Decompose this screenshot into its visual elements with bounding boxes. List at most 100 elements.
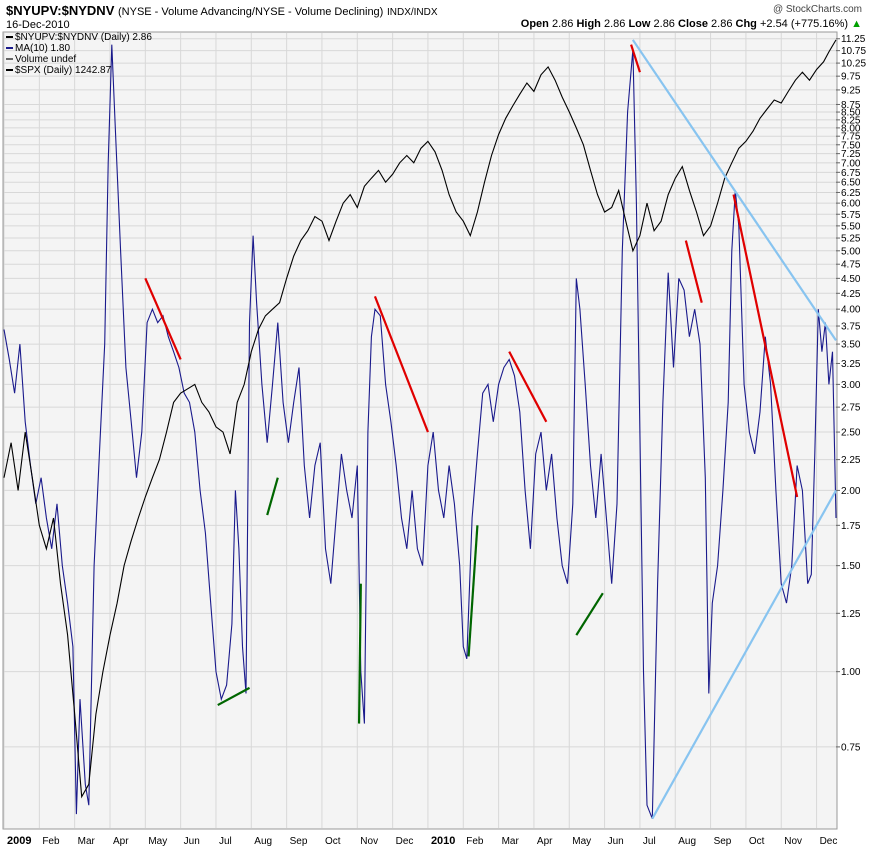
legend-swatch [6, 47, 13, 50]
y-tick-label: 6.25 [841, 188, 861, 199]
y-tick-label: 4.25 [841, 289, 861, 300]
x-tick-label: Feb [466, 836, 484, 847]
y-tick-label: 10.25 [841, 59, 866, 70]
x-tick-label: Dec [396, 836, 414, 847]
legend-item: Volume undef [6, 54, 152, 65]
x-tick-label: Feb [42, 836, 60, 847]
y-tick-label: 7.25 [841, 149, 861, 160]
chart-title: $NYUPV:$NYDNV (NYSE - Volume Advancing/N… [6, 3, 438, 18]
y-tick-label: 2.00 [841, 486, 861, 497]
exchange: INDX/INDX [386, 7, 438, 18]
y-tick-label: 8.00 [841, 123, 861, 134]
legend-label: $SPX (Daily) 1242.87 [15, 65, 112, 76]
x-tick-label: Sep [290, 836, 308, 847]
y-tick-label: 4.50 [841, 274, 861, 285]
trendline [467, 525, 479, 657]
x-tick-label: Apr [537, 836, 553, 847]
x-tick-label: Jun [184, 836, 200, 847]
low-value: 2.86 [653, 18, 675, 30]
x-tick-label: Jul [219, 836, 232, 847]
x-tick-label: Sep [714, 836, 732, 847]
grid [3, 33, 836, 828]
x-tick-label: Oct [749, 836, 765, 847]
y-tick-label: 3.50 [841, 340, 861, 351]
x-tick-label: May [572, 836, 591, 847]
legend: $NYUPV:$NYDNV (Daily) 2.86 MA(10) 1.80 Vol… [6, 32, 152, 76]
y-tick-label: 11.25 [841, 34, 866, 45]
x-tick-label: Nov [360, 836, 378, 847]
x-tick-label: Jun [608, 836, 624, 847]
x-tick-label: Apr [113, 836, 129, 847]
series-line-spx [3, 39, 837, 799]
legend-swatch [6, 69, 13, 72]
y-tick-label: 5.50 [841, 221, 861, 232]
x-tick-label: Mar [78, 836, 96, 847]
y-tick-label: 1.50 [841, 561, 861, 572]
y-tick-label: 2.25 [841, 455, 861, 466]
x-tick-label: Oct [325, 836, 341, 847]
trendline [684, 240, 703, 303]
x-tick-label: 2010 [431, 835, 455, 847]
change-value: +2.54 (+775.16%) [759, 18, 849, 30]
watermark: @ StockCharts.com [772, 4, 862, 15]
series-line-ma10 [3, 44, 837, 819]
y-tick-label: 1.00 [841, 667, 861, 678]
y-tick-label: 5.00 [841, 246, 861, 257]
y-tick-label: 4.75 [841, 260, 861, 271]
legend-item: $SPX (Daily) 1242.87 [6, 65, 152, 76]
x-tick-label: 2009 [7, 835, 31, 847]
y-tick-label: 2.50 [841, 428, 861, 439]
x-axis: 2009 Feb Mar Apr May Jun Jul Aug Sep Oct Nov Dec 201… [7, 835, 837, 847]
trendline [630, 44, 641, 73]
high-value: 2.86 [603, 18, 626, 30]
trendline [266, 477, 279, 516]
y-tick-label: 7.75 [841, 132, 861, 143]
y-tick-label: 8.25 [841, 115, 861, 126]
legend-label: $NYUPV:$NYDNV (Daily) 2.86 [15, 32, 152, 43]
trendline [373, 295, 429, 433]
x-tick-label: May [148, 836, 167, 847]
trendline [575, 592, 604, 636]
trendline [357, 583, 362, 724]
y-tick-label: 0.75 [841, 742, 861, 753]
y-tick-label: 2.75 [841, 403, 861, 414]
trendline [144, 277, 182, 360]
x-tick-label: Aug [678, 836, 696, 847]
x-tick-label: Jul [643, 836, 656, 847]
y-tick-label: 9.75 [841, 72, 861, 83]
y-tick-label: 3.25 [841, 359, 861, 370]
trendline [631, 39, 837, 341]
y-tick-label: 5.25 [841, 234, 861, 245]
trendline-group [144, 39, 837, 820]
open-value: 2.86 [551, 18, 574, 30]
y-tick-label: 5.75 [841, 210, 861, 221]
y-tick-label: 7.00 [841, 158, 861, 169]
legend-item: $NYUPV:$NYDNV (Daily) 2.86 [6, 32, 152, 43]
y-tick-label: 1.75 [841, 521, 861, 532]
legend-item: MA(10) 1.80 [6, 43, 152, 54]
close-value: 2.86 [711, 18, 733, 30]
up-arrow-icon: ▲ [851, 18, 862, 30]
y-tick-label: 10.75 [841, 46, 866, 57]
y-tick-label: 6.50 [841, 178, 861, 189]
y-tick-label: 9.25 [841, 85, 861, 96]
x-tick-label: Dec [820, 836, 838, 847]
series-group [3, 39, 837, 819]
y-tick-label: 8.50 [841, 108, 861, 119]
y-tick-label: 6.00 [841, 199, 861, 210]
y-tick-label: 4.00 [841, 305, 861, 316]
y-tick-label: 3.75 [841, 322, 861, 333]
x-tick-label: Aug [254, 836, 272, 847]
y-tick-label: 1.25 [841, 609, 861, 620]
y-tick-label: 8.75 [841, 100, 861, 111]
quote-bar: Open 2.86 High 2.86 Low 2.86 Close 2.86 … [520, 18, 862, 30]
legend-swatch [6, 58, 13, 61]
plot-background [2, 31, 838, 830]
legend-label: MA(10) 1.80 [15, 43, 71, 54]
x-tick-label: Mar [502, 836, 520, 847]
y-tick-label: 6.75 [841, 168, 861, 179]
trendline [508, 351, 548, 423]
legend-swatch [6, 36, 13, 39]
